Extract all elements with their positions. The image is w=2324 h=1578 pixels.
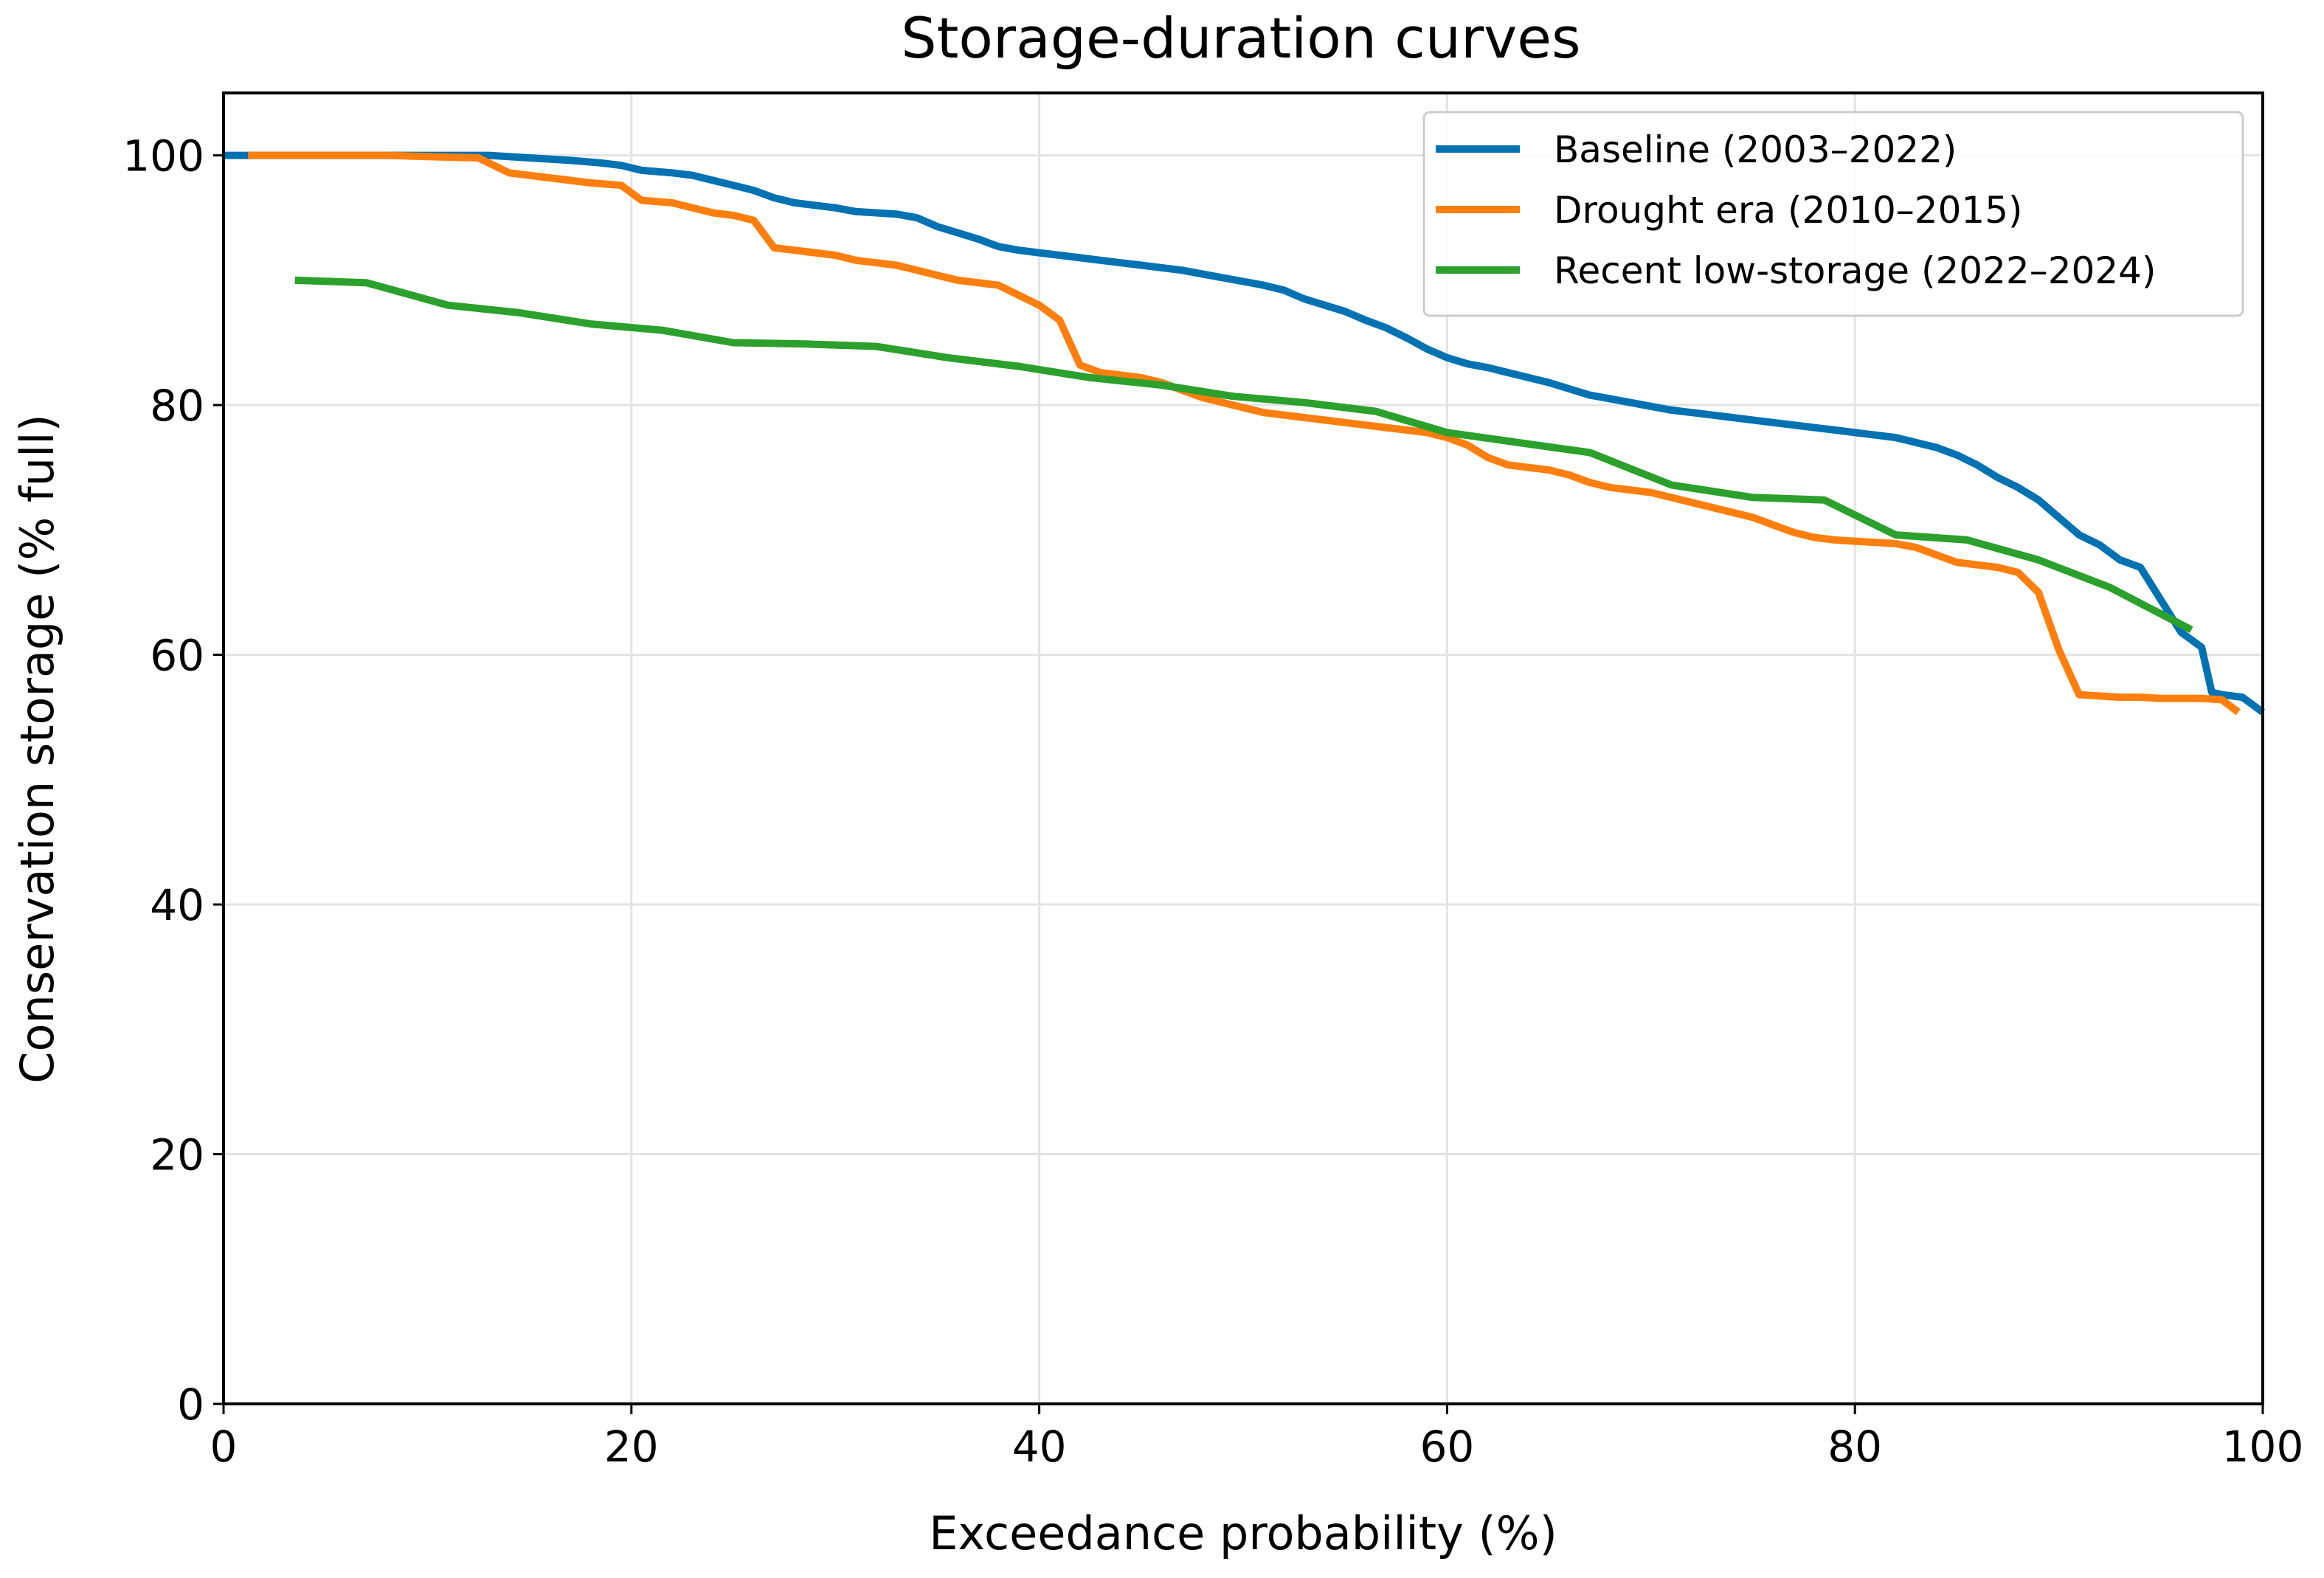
y-tick-label: 60 xyxy=(150,631,204,681)
y-tick-label: 80 xyxy=(150,381,204,431)
chart-title: Storage-duration curves xyxy=(901,5,1580,71)
y-tick-label: 20 xyxy=(150,1130,204,1180)
plot-lines xyxy=(224,151,2265,716)
y-tick-label: 0 xyxy=(177,1380,204,1430)
x-axis-label: Exceedance probability (%) xyxy=(929,1506,1557,1560)
series-line-3 xyxy=(294,276,2193,634)
plot-frame xyxy=(222,91,2264,1405)
legend: Baseline (2003–2022) Drought era (2010–20… xyxy=(1422,111,2244,317)
y-axis-label: Conservation storage (% full) xyxy=(10,414,64,1083)
legend-label-2: Drought era (2010–2015) xyxy=(1554,189,2023,232)
series-line-1 xyxy=(224,151,2265,716)
x-tick-label: 40 xyxy=(1012,1422,1067,1472)
y-tick-label: 100 xyxy=(122,131,204,181)
legend-box xyxy=(1422,111,2244,317)
x-tick-label: 60 xyxy=(1419,1422,1474,1472)
series-line-2 xyxy=(248,151,2241,716)
legend-label-3: Recent low-storage (2022–2024) xyxy=(1554,249,2156,292)
legend-label-1: Baseline (2003–2022) xyxy=(1554,128,1957,171)
x-tick-label: 0 xyxy=(210,1422,238,1472)
x-tick-label: 80 xyxy=(1827,1422,1882,1472)
x-axis-ticks: 0 20 40 60 80 100 xyxy=(210,1404,2304,1472)
x-tick-label: 100 xyxy=(2222,1422,2304,1472)
y-axis-ticks: 0 20 40 60 80 100 xyxy=(122,131,224,1430)
y-tick-label: 40 xyxy=(150,880,204,930)
x-tick-label: 20 xyxy=(604,1422,659,1472)
